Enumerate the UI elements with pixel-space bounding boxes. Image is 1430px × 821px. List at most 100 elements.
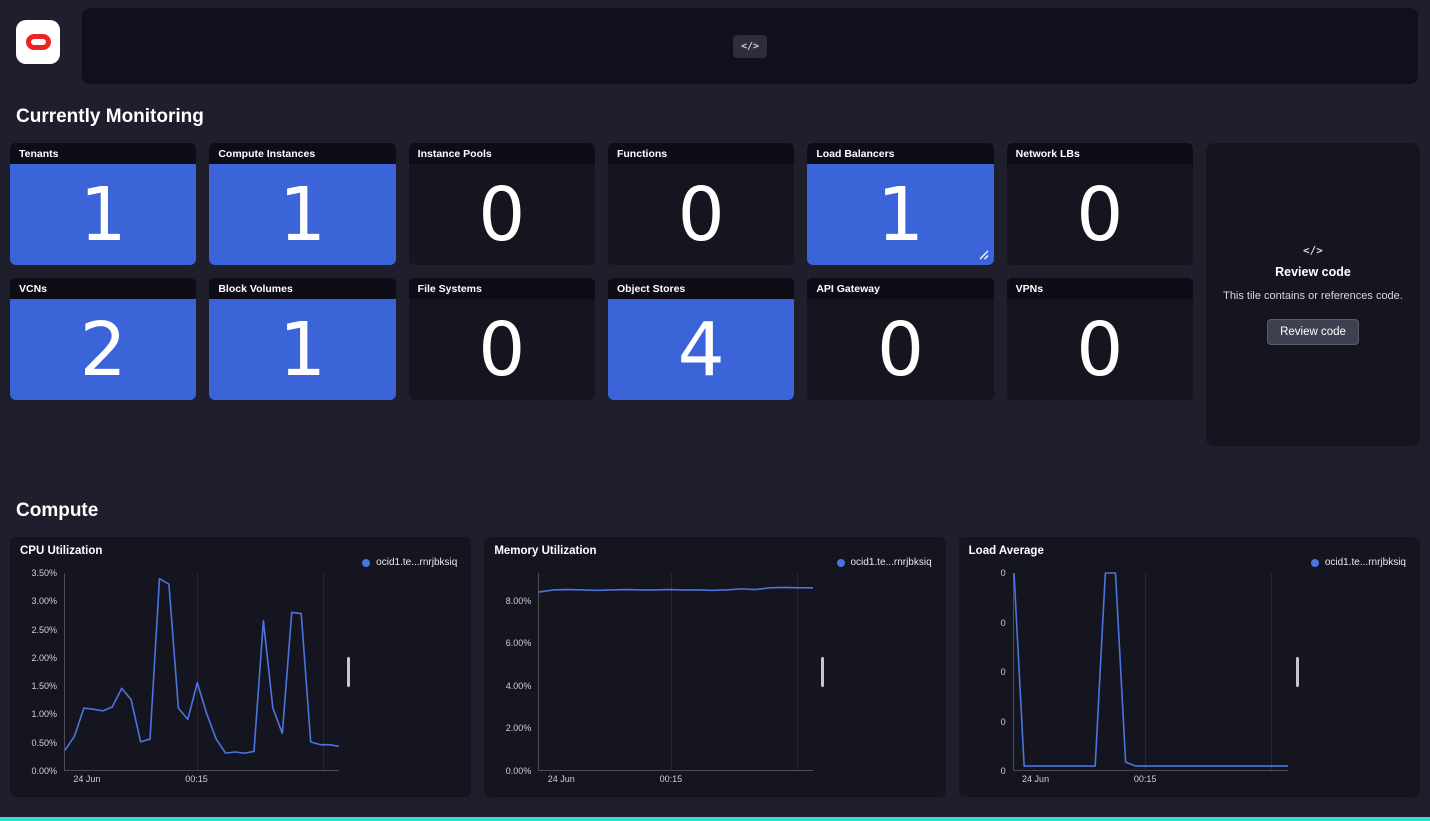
stat-tile-value: 0 [478, 171, 526, 258]
stat-tile-value-area: 0 [408, 299, 595, 400]
oracle-logo[interactable] [16, 20, 60, 64]
chart-header: CPU Utilization ocid1.te...rnrjbksiq [20, 545, 461, 573]
legend-label: ocid1.te...rnrjbksiq [850, 557, 932, 568]
stat-tile: Load Balancers 1 [807, 143, 994, 265]
y-axis-label: 4.00% [505, 680, 532, 691]
y-axis-label: 0 [1000, 716, 1006, 727]
stat-tile-value: 1 [79, 171, 127, 258]
legend-dot-icon [362, 558, 371, 567]
chart-scrollbar[interactable] [347, 657, 350, 687]
stat-tile-value: 4 [677, 306, 725, 393]
stat-tile: Object Stores 4 [607, 278, 795, 400]
chart-body: 0.00% 2.00% 4.00% 6.00% 8.00% 24 Jun 00:15 [494, 573, 935, 791]
legend-label: ocid1.te...rnrjbksiq [376, 557, 458, 568]
chart-panel-load-average: Load Average ocid1.te...rnrjbksiq 0 0 0 0 0 … [958, 537, 1420, 797]
stat-tile-value: 1 [278, 171, 327, 258]
stat-tile-label: Object Stores [616, 283, 686, 295]
x-axis-label: 00:15 [1133, 774, 1157, 784]
chart-legend-item[interactable]: ocid1.te...rnrjbksiq [362, 557, 457, 568]
stat-tile: VCNs 2 [10, 278, 197, 400]
stat-tile-value: 0 [677, 171, 725, 258]
stat-tile-header: API Gateway [807, 278, 994, 299]
stat-tile: Block Volumes 1 [209, 278, 396, 400]
legend-dot-icon [836, 558, 845, 567]
stat-tile: Compute Instances 1 [209, 143, 396, 265]
plot-area: 24 Jun 00:15 [1013, 573, 1288, 784]
stat-tile-label: Compute Instances [218, 148, 316, 160]
stat-tile-label: Load Balancers [816, 148, 895, 160]
y-axis-label: 2.50% [31, 624, 57, 635]
stat-tile-value-area: 4 [607, 299, 795, 400]
chart-legend-item[interactable]: ocid1.te...rnrjbksiq [836, 557, 932, 568]
chart-body: 0 0 0 0 0 24 Jun 00:15 [969, 568, 1410, 791]
y-axis-label: 0 [1000, 667, 1006, 677]
y-axis-label: 1.00% [31, 709, 57, 720]
stat-tile-label: VPNs [1015, 283, 1044, 295]
topbar: </> [0, 0, 1430, 84]
legend-label: ocid1.te...rnrjbksiq [1324, 557, 1406, 568]
stat-tile-value-area: 1 [807, 164, 994, 265]
code-icon: </> [1303, 243, 1323, 257]
section-title-compute: Compute [16, 500, 99, 521]
y-axis-label: 0 [1000, 766, 1006, 776]
chart-title: CPU Utilization [20, 545, 103, 557]
stat-tile-value: 0 [1076, 171, 1124, 258]
y-axis-label: 8.00% [505, 595, 532, 606]
stat-tile-header: Object Stores [607, 278, 795, 299]
y-axis-label: 0 [1000, 617, 1006, 628]
review-code-title: Review code [1275, 264, 1351, 279]
x-axis-label: 24 Jun [1022, 774, 1050, 784]
stat-tile-label: VCNs [19, 283, 48, 295]
stat-tile: Functions 0 [607, 143, 795, 265]
stat-tile: File Systems 0 [408, 278, 595, 400]
chart-scrollbar[interactable] [1295, 657, 1299, 687]
stat-tile-header: Functions [607, 143, 795, 164]
stat-tile-label: API Gateway [816, 283, 880, 295]
vertical-gridline [1271, 573, 1273, 770]
vertical-gridline [670, 573, 672, 770]
chart-header: Load Average ocid1.te...rnrjbksiq [969, 545, 1410, 573]
stat-tile-value-area: 1 [209, 299, 396, 400]
x-axis: 24 Jun 00:15 [1014, 770, 1288, 788]
stat-tile-label: Tenants [19, 148, 59, 160]
stat-tile-value-area: 0 [807, 299, 994, 400]
chart-legend-item[interactable]: ocid1.te...rnrjbksiq [1310, 557, 1406, 568]
stat-tile-header: Block Volumes [209, 278, 396, 299]
stat-tile: Network LBs 0 [1006, 143, 1193, 265]
review-code-button[interactable]: Review code [1267, 319, 1359, 346]
stat-tile-header: Compute Instances [209, 143, 396, 164]
stat-tile-header: Instance Pools [408, 143, 595, 164]
y-axis-label: 0.00% [31, 766, 57, 776]
oracle-logo-ring-icon [25, 34, 51, 50]
x-axis-label: 24 Jun [73, 774, 101, 784]
stat-tile-value-area: 1 [209, 164, 396, 265]
stat-tile-value-area: 0 [607, 164, 795, 265]
chart-scrollbar[interactable] [821, 657, 825, 687]
resize-handle-icon[interactable] [978, 249, 989, 260]
compute-charts-row: CPU Utilization ocid1.te...rnrjbksiq 0.0… [10, 537, 1420, 797]
vertical-gridline [796, 573, 798, 770]
y-axis-label: 6.00% [505, 638, 532, 649]
stat-tile-header: VCNs [10, 278, 197, 299]
stat-tile-value-area: 0 [408, 164, 595, 265]
plot-area: 24 Jun 00:15 [538, 573, 814, 784]
x-axis: 24 Jun 00:15 [539, 770, 813, 788]
y-axis-label: 0.00% [505, 766, 532, 776]
stat-tile-label: Instance Pools [417, 148, 492, 160]
y-axis: 0 0 0 0 0 [969, 568, 1013, 776]
stat-tile-value-area: 2 [10, 299, 197, 400]
x-axis-label: 00:15 [659, 774, 683, 784]
code-toggle-button[interactable]: </> [732, 34, 768, 58]
vertical-gridline [196, 573, 198, 770]
stat-tile: Tenants 1 [10, 143, 197, 265]
chart-panel-memory-utilization: Memory Utilization ocid1.te...rnrjbksiq … [484, 537, 946, 797]
x-axis: 24 Jun 00:15 [65, 770, 339, 788]
top-code-panel: </> [82, 8, 1418, 84]
stat-tile-value-area: 0 [1006, 164, 1193, 265]
x-axis-label: 24 Jun [547, 774, 575, 784]
stat-tile-value-area: 0 [1006, 299, 1193, 400]
stat-tile: Instance Pools 0 [408, 143, 595, 265]
stat-tile-label: Functions [616, 148, 668, 160]
review-code-description: This tile contains or references code. [1223, 289, 1403, 302]
y-axis: 0.00% 0.50% 1.00% 1.50% 2.00% 2.50% 3.00% 3.50% [20, 568, 64, 776]
